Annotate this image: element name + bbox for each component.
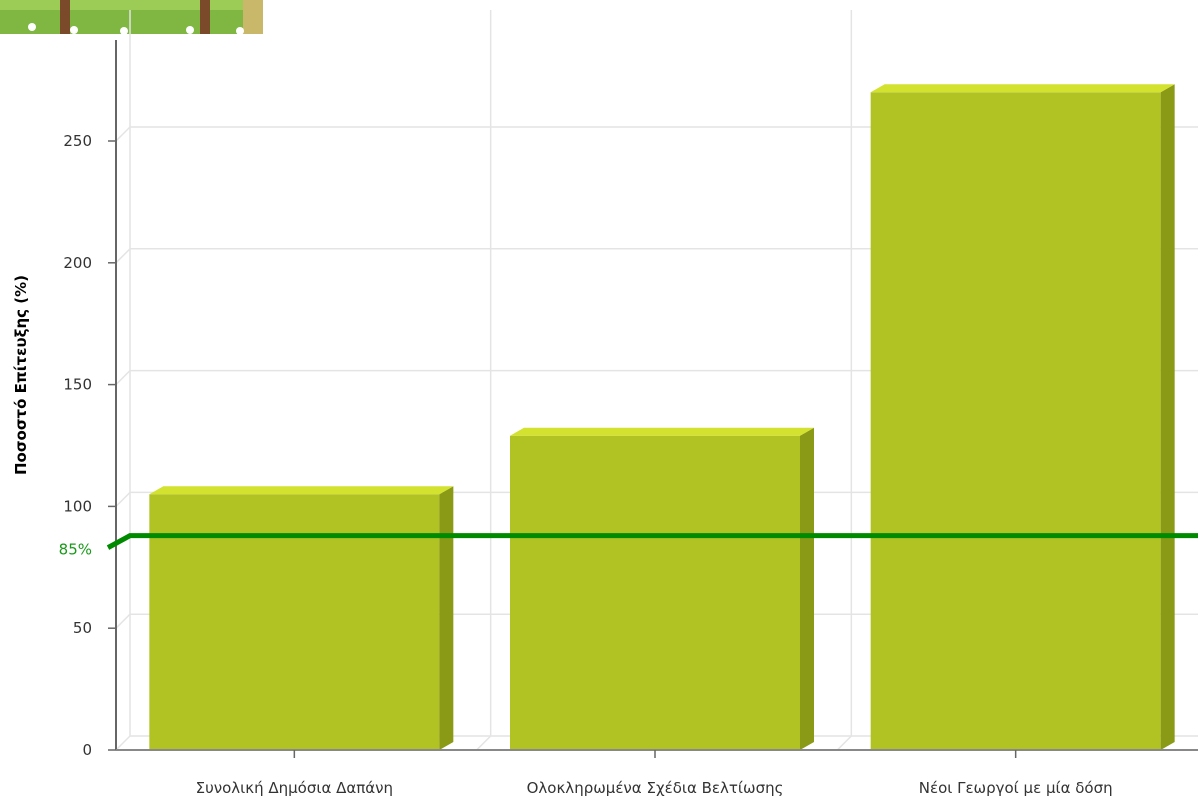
gridline-depth [115, 370, 131, 386]
y-tick-label: 0 [82, 741, 92, 759]
bars [149, 84, 1175, 750]
y-tick-label: 100 [63, 497, 92, 515]
bar-side [439, 486, 454, 750]
gridline-depth [836, 735, 852, 751]
bar-front [149, 494, 440, 750]
x-tick-label: Ολοκληρωμένα Σχέδια Βελτίωσης [527, 779, 784, 797]
x-tick-label: Νέοι Γεωργοί με μία δόση [919, 779, 1113, 797]
bar-side [1160, 84, 1175, 750]
bar-2 [510, 427, 814, 750]
bar-front [510, 435, 800, 750]
labels: 0 50 100 150 200 250 Συνολική Δημόσια Δαπάνη Ολ… [59, 132, 1113, 797]
gridline-depth [476, 735, 492, 751]
y-tick-label: 150 [63, 376, 92, 394]
y-tick-label: 250 [63, 132, 92, 150]
gridline-depth [115, 735, 131, 751]
x-tick-label: Συνολική Δημόσια Δαπάνη [196, 779, 393, 797]
reference-line-group [106, 533, 1198, 550]
bar-front [870, 92, 1161, 750]
bar-top [510, 427, 814, 436]
y-tick-label: 50 [73, 619, 92, 637]
gridline-depth [115, 248, 131, 264]
bar-1 [149, 486, 454, 750]
axes [108, 40, 1198, 758]
bar-top [870, 84, 1175, 93]
bar-top [149, 486, 454, 495]
gridline-depth [115, 126, 131, 142]
banner-image-fragment [0, 0, 263, 35]
reference-line-label: 85% [59, 541, 92, 559]
bar-side [800, 427, 814, 750]
reference-line [106, 533, 1198, 550]
y-axis-title: Ποσοστό Επίτευξης (%) [12, 275, 30, 475]
gridline-depth [115, 491, 131, 507]
gridline-depth [115, 613, 131, 629]
y-tick-label: 200 [63, 254, 92, 272]
bar-3 [870, 84, 1175, 750]
